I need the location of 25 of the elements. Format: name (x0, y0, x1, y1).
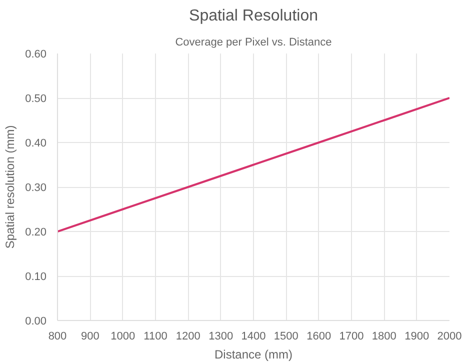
y-tick-label: 0.20 (25, 226, 47, 238)
x-tick-label: 1400 (241, 330, 266, 342)
x-tick-label: 1200 (176, 330, 200, 342)
x-tick-label: 1700 (339, 330, 364, 342)
x-tick-label: 1800 (372, 330, 396, 342)
line-series (58, 97, 450, 232)
x-tick-label: 1600 (306, 330, 332, 342)
x-tick-label: 1500 (274, 330, 298, 342)
y-tick-label: 0.50 (25, 93, 47, 105)
x-tick-label: 800 (48, 330, 67, 342)
chart-subtitle: Coverage per Pixel vs. Distance (175, 36, 332, 48)
x-tick-label: 1000 (110, 330, 136, 342)
x-tick-label: 2000 (437, 330, 462, 342)
y-tick-label: 0.10 (25, 271, 47, 283)
y-axis-title: Spatial resolution (mm) (3, 125, 18, 249)
x-tick-label: 1900 (404, 330, 430, 342)
y-tick-label: 0.40 (25, 138, 47, 150)
y-tick-label: 0.60 (25, 48, 47, 60)
x-tick-label: 900 (80, 330, 100, 342)
x-tick-label: 1300 (208, 330, 234, 342)
chart-title: Spatial Resolution (189, 8, 318, 24)
x-axis-title: Distance (mm) (214, 348, 293, 362)
x-tick-label: 1100 (144, 330, 168, 342)
y-tick-label: 0.30 (25, 182, 47, 194)
y-tick-label: 0.00 (25, 316, 47, 328)
